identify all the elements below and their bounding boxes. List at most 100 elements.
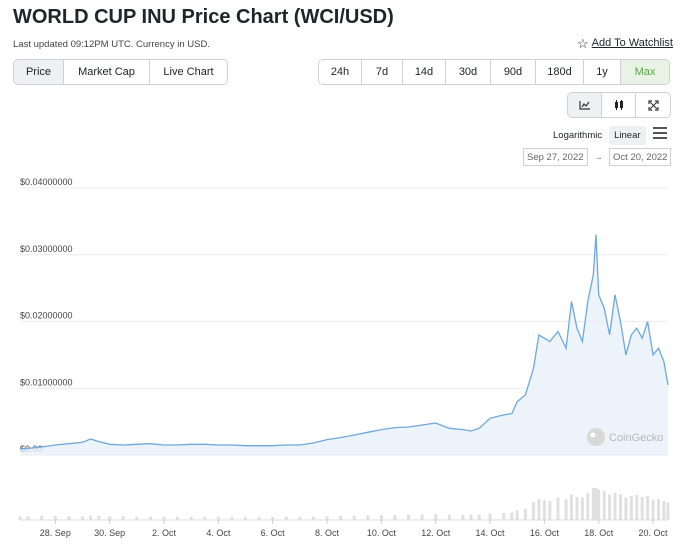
x-tick-label: 2. Oct (152, 528, 177, 538)
range-30d-button[interactable]: 30d (446, 60, 491, 84)
volume-bar (586, 492, 590, 520)
volume-bar (556, 497, 560, 520)
coingecko-watermark: CoinGecko (587, 428, 663, 446)
volume-bar (523, 508, 527, 520)
volume-bar (602, 491, 606, 520)
x-tick-label: 12. Oct (421, 528, 451, 538)
volume-bar (189, 516, 193, 520)
range-24h-button[interactable]: 24h (319, 60, 362, 84)
x-axis: 28. Sep 30. Sep 2. Oct 4. Oct 6. Oct 8. Oct 10… (40, 520, 668, 538)
metric-tabs: Price Market Cap Live Chart (13, 59, 228, 85)
x-tick-label: 6. Oct (261, 528, 286, 538)
range-7d-button[interactable]: 7d (362, 60, 403, 84)
y-tick-label: $0.04000000 (20, 177, 73, 187)
volume-bar (339, 515, 343, 520)
volume-bar (591, 488, 595, 520)
volume-bar (53, 515, 57, 520)
volume-bar (434, 514, 438, 520)
candlestick-button[interactable] (602, 93, 636, 117)
volume-bar (613, 492, 617, 520)
date-from-input[interactable]: Sep 27, 2022 (523, 148, 588, 166)
volume-bar (532, 502, 535, 520)
volume-bar (477, 514, 481, 520)
logarithmic-option[interactable]: Logarithmic (553, 130, 603, 141)
volume-bar (148, 516, 152, 520)
volume-bars (18, 488, 670, 521)
candlestick-icon (614, 100, 623, 110)
volume-bar (666, 502, 670, 520)
volume-bar (135, 516, 139, 520)
range-14d-button[interactable]: 14d (403, 60, 446, 84)
volume-bar (515, 510, 519, 520)
volume-bar (26, 516, 30, 520)
volume-bar (97, 515, 101, 520)
scale-toggle: Logarithmic Linear (550, 126, 646, 145)
volume-bar (488, 513, 492, 520)
volume-bar (619, 494, 622, 520)
volume-bar (162, 516, 166, 520)
y-axis: $0.04000000 $0.03000000 $0.02000000 $0.0100… (20, 177, 73, 454)
tab-live-chart[interactable]: Live Chart (163, 66, 214, 78)
x-tick-label: 8. Oct (315, 528, 340, 538)
range-max-button[interactable]: Max (621, 60, 669, 84)
volume-bar (407, 514, 410, 520)
tab-market-cap[interactable]: Market Cap (64, 60, 150, 84)
volume-bar (502, 513, 506, 520)
volume-bar (352, 515, 356, 520)
x-tick-label: 16. Oct (530, 528, 560, 538)
chart-type-toggle (567, 92, 671, 118)
linear-option[interactable]: Linear (609, 126, 646, 145)
volume-bar (461, 514, 465, 520)
volume-bar (108, 516, 112, 520)
date-to-input[interactable]: Oct 20, 2022 (609, 148, 672, 166)
volume-bar (575, 497, 579, 520)
volume-bar (379, 515, 383, 520)
volume-bar (640, 497, 644, 520)
volume-bar (594, 488, 598, 520)
volume-bar (271, 517, 275, 520)
volume-bar (580, 497, 584, 520)
range-1y-button[interactable]: 1y (584, 60, 621, 84)
range-tabs: 24h 7d 14d 30d 90d 180d 1y Max (318, 59, 670, 85)
volume-bar (447, 514, 451, 520)
last-updated-text: Last updated 09:12PM UTC. Currency in US… (13, 39, 210, 50)
volume-bar (570, 494, 573, 520)
y-tick-label: $0.01000000 (20, 377, 73, 387)
volume-bar (537, 499, 541, 520)
volume-bar (203, 516, 207, 520)
date-range: Sep 27, 2022 → Oct 20, 2022 (523, 148, 672, 166)
price-area-fill (20, 234, 668, 455)
volume-bar (651, 500, 655, 520)
volume-bar (629, 496, 633, 520)
fullscreen-button[interactable] (636, 93, 670, 117)
x-tick-label: 28. Sep (40, 528, 71, 538)
volume-bar (564, 499, 568, 520)
volume-bar (510, 512, 514, 520)
volume-bar (89, 515, 93, 520)
volume-bar (469, 514, 473, 520)
price-line (19, 234, 669, 450)
add-to-watchlist-link[interactable]: ☆ Add To Watchlist (577, 37, 673, 50)
volume-bar (366, 515, 370, 520)
volume-bar (257, 517, 261, 520)
volume-bar (608, 494, 612, 520)
add-to-watchlist-label: Add To Watchlist (591, 37, 673, 49)
volume-bar (284, 516, 288, 520)
volume-bar (298, 516, 302, 520)
coingecko-logo-icon (587, 428, 605, 446)
x-tick-label: 4. Oct (206, 528, 231, 538)
range-90d-button[interactable]: 90d (491, 60, 536, 84)
line-chart-button[interactable] (568, 93, 602, 117)
volume-bar (81, 516, 84, 520)
volume-bar (393, 514, 397, 520)
y-tick-label: $0.02000000 (20, 311, 73, 321)
range-180d-button[interactable]: 180d (536, 60, 584, 84)
volume-bar (216, 516, 220, 520)
volume-bar (244, 517, 247, 520)
tab-price[interactable]: Price (14, 60, 64, 84)
volume-bar (662, 500, 666, 520)
hamburger-menu-icon[interactable] (653, 127, 667, 142)
volume-bar (18, 516, 22, 520)
volume-bar (657, 499, 660, 520)
